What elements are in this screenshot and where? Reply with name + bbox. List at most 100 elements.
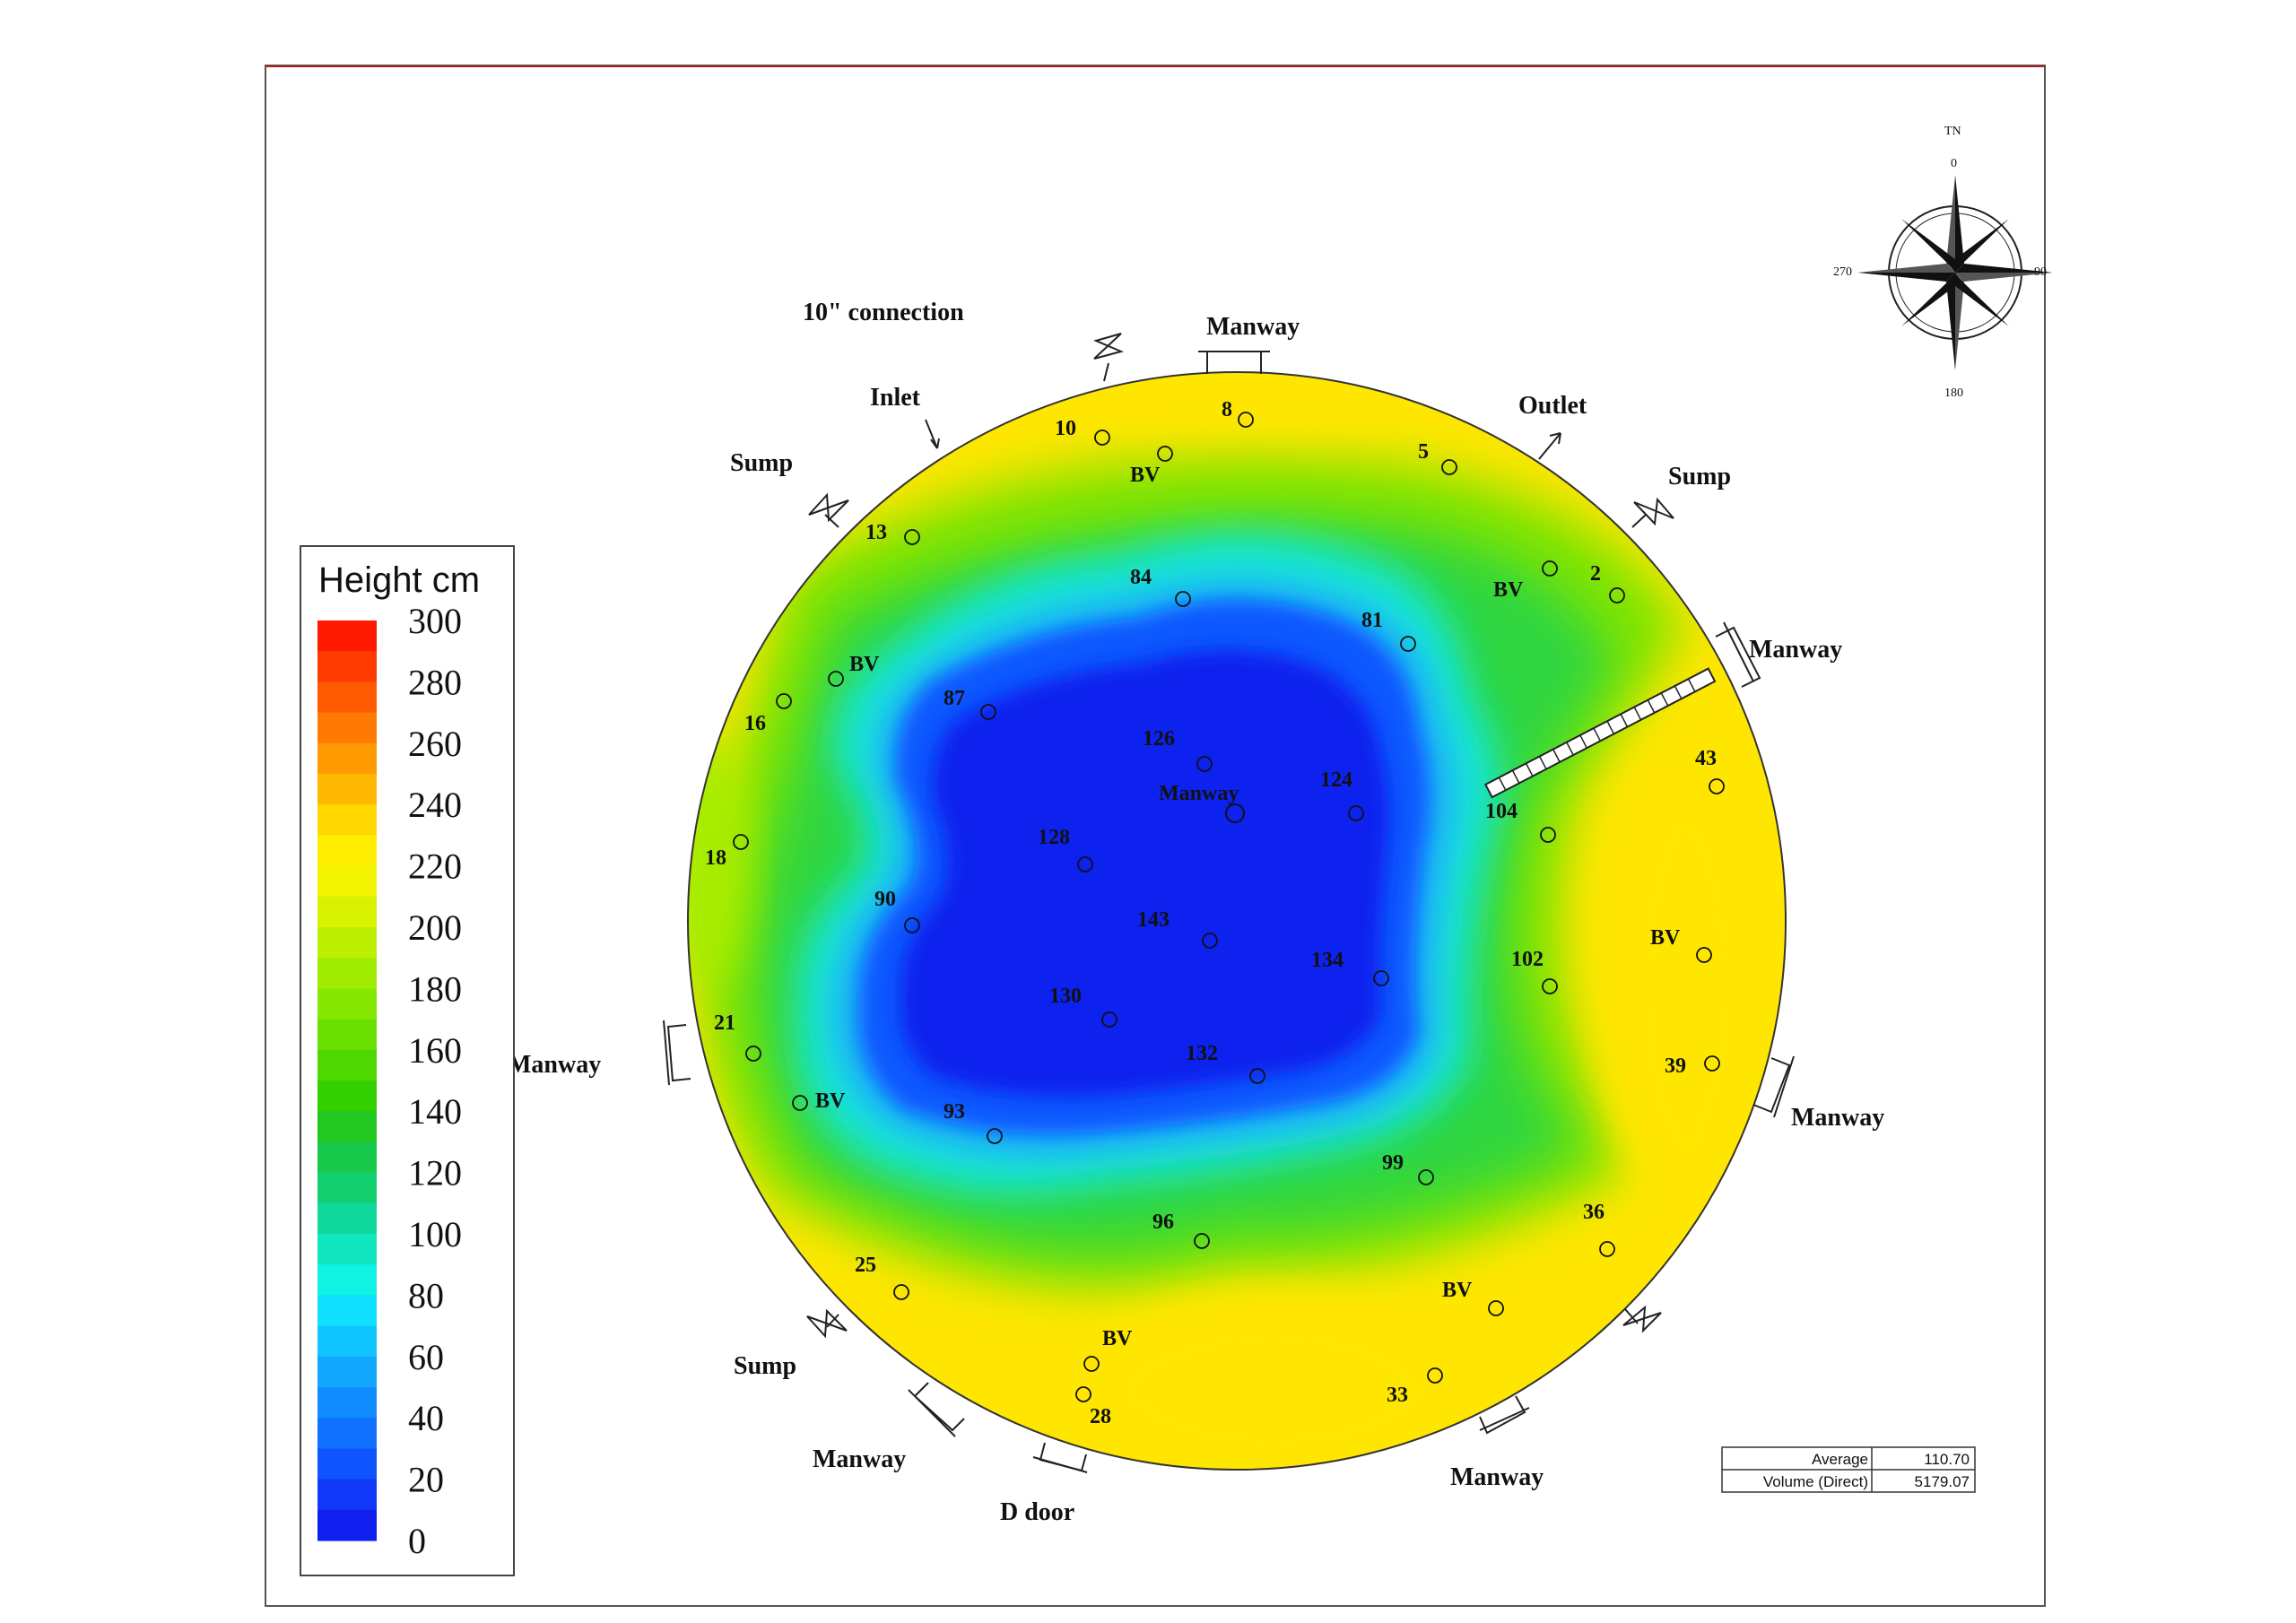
legend-color-step [317,1202,377,1235]
reading-point-marker [1488,1300,1504,1316]
reading-point-label: 10 [1055,417,1076,440]
legend-color-step [317,774,377,805]
tank-outline [687,371,1787,1471]
label-manway-sw: Manway [813,1445,906,1473]
label-manway-top: Manway [1206,313,1300,341]
reading-point-marker [1077,856,1093,872]
reading-point-marker [1196,756,1213,772]
reading-point-label: BV [1130,464,1161,487]
legend-color-step [317,1172,377,1204]
legend-color-step [317,1049,377,1081]
reading-points: 8 10 BV 5 13 BV 2 84 81 BV 16 87 126 124 104 43 18 128 90 1… [705,398,1725,1428]
reading-point-label: 13 [865,521,887,544]
legend-tick-label: 80 [408,1275,444,1315]
compass-north-label: TN [1944,125,1961,138]
legend-tick-label: 60 [408,1337,444,1377]
legend-tick-label: 100 [408,1214,462,1254]
contour-plot [688,372,1786,1470]
legend-tick-label: 120 [408,1153,462,1193]
reading-point-marker [1709,778,1725,794]
shell-fittings [663,333,1795,1473]
reading-point-label: BV [1442,1279,1473,1302]
sump-ne-symbol [1631,497,1674,528]
reading-point-marker [893,1284,909,1300]
reading-point-marker [828,671,844,687]
legend-color-step [317,1019,377,1051]
label-manway-center: Manway [1159,782,1239,805]
legend-color-step [317,835,377,867]
reading-point-marker [1418,1169,1434,1185]
reading-point-marker [1540,827,1556,843]
legend-color-step [317,988,377,1020]
label-sump-nw: Sump [730,449,793,477]
reading-point-label: BV [849,653,880,676]
manway-e-upper-symbol [1715,621,1761,688]
reading-point-label: BV [815,1089,846,1113]
legend-colorbar [317,621,377,1541]
label-10-connection: 10" connection [803,299,964,326]
compass-deg-90: 90 [2034,265,2047,279]
legend-tick-label: 200 [408,907,462,948]
reading-point-label: 84 [1130,566,1152,589]
reading-point-marker [1400,636,1416,652]
legend-color-step [317,1234,377,1265]
reading-point-marker [1094,430,1110,446]
legend-color-step [317,712,377,744]
reading-point-label: 130 [1049,985,1082,1008]
legend-color-step [317,958,377,989]
legend-color-step [317,1356,377,1388]
legend: Height cm 300280260240220200180160140120… [300,545,515,1576]
legend-tick-label: 0 [408,1521,426,1561]
connection-10-symbol [1093,333,1125,382]
label-manway-w: Manway [508,1051,601,1079]
compass-deg-270: 270 [1833,265,1852,279]
legend-color-step [317,1448,377,1480]
reading-point-label: 33 [1387,1384,1408,1407]
reading-point-marker [1704,1055,1720,1072]
legend-color-step [317,804,377,836]
reading-point-label: BV [1650,926,1681,950]
stairway [1483,667,1717,799]
reading-point-marker [1157,446,1173,462]
reading-point-marker [1202,933,1218,949]
reading-point-label: 21 [714,1011,735,1035]
legend-color-step [317,1111,377,1142]
reading-point-marker [1599,1241,1615,1257]
legend-color-step [317,1081,377,1112]
legend-color-step [317,1325,377,1358]
reading-point-label: 2 [1590,562,1601,586]
reading-point-label: 93 [944,1100,965,1124]
d-door-symbol [1032,1442,1088,1473]
reading-point-marker [1238,412,1254,428]
reading-point-label: 90 [874,888,896,911]
legend-tick-label: 160 [408,1030,462,1071]
inlet-arrow [925,419,940,449]
legend-color-step [317,1295,377,1327]
legend-color-step [317,681,377,714]
reading-point-marker [1348,805,1364,821]
legend-color-step [317,1418,377,1449]
reading-point-marker [1249,1068,1265,1084]
compass-deg-180: 180 [1944,386,1963,400]
reading-point-label: 25 [855,1254,876,1277]
legend-tick-label: 300 [408,601,462,641]
reading-point-label: 18 [705,846,726,870]
reading-point-label: 43 [1695,747,1717,770]
legend-title: Height cm [318,560,480,600]
legend-color-step [317,896,377,928]
reading-point-label: 81 [1361,609,1383,632]
summary-volume-value: 5179.07 [1915,1473,1970,1490]
summary-average-value: 110.70 [1924,1451,1970,1468]
legend-color-step [317,1141,377,1174]
reading-point-label: BV [1493,578,1524,602]
label-sump-ne: Sump [1668,463,1731,490]
label-manway-e-lower: Manway [1791,1104,1884,1132]
legend-tick-label: 140 [408,1091,462,1132]
legend-ticks: 3002802602402202001801601401201008060402… [408,601,462,1561]
reading-point-marker [1609,587,1625,603]
reading-point-marker [1175,591,1191,607]
reading-point-marker [1542,560,1558,577]
manway-top-symbol [1198,351,1270,374]
legend-tick-label: 20 [408,1460,444,1500]
reading-point-label: 102 [1511,948,1544,971]
